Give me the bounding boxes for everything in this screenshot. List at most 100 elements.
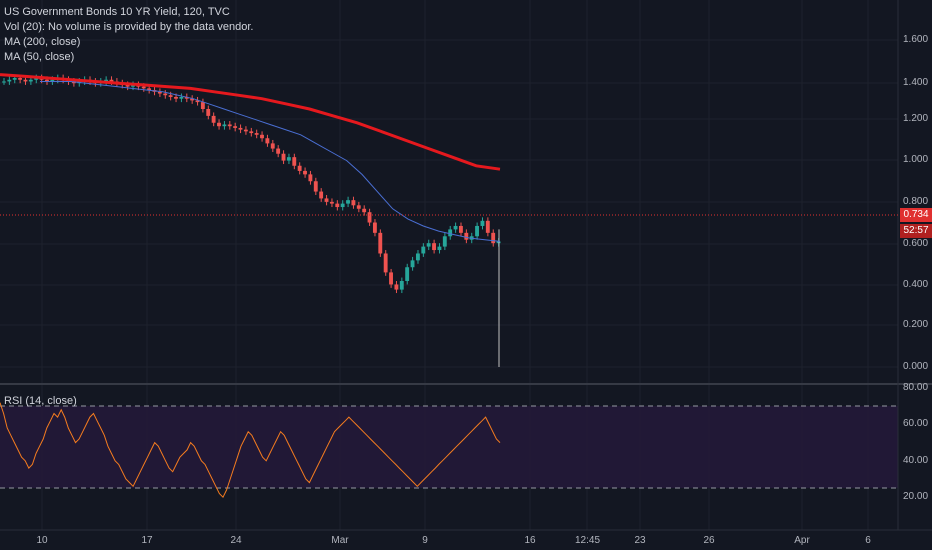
time-tick-label: Mar <box>331 535 349 546</box>
last-price-badge: 0.734 <box>900 208 932 222</box>
candle-body <box>426 243 431 247</box>
candle-body <box>383 253 388 273</box>
candle-body <box>389 272 393 285</box>
rsi-legend[interactable]: RSI (14, close) <box>4 395 77 407</box>
price-tick-label: 1.400 <box>903 77 929 88</box>
candle-body <box>335 203 340 208</box>
ma50-legend[interactable]: MA (50, close) <box>4 51 75 63</box>
time-tick-label: Apr <box>794 535 810 546</box>
price-tick-label: 0.600 <box>903 238 929 249</box>
candle-body <box>238 127 243 130</box>
candle-body <box>281 153 286 161</box>
candle-body <box>362 208 367 213</box>
candle-body <box>324 198 329 202</box>
candle-body <box>249 131 254 134</box>
candle-series <box>2 74 501 367</box>
volume-legend[interactable]: Vol (20): No volume is provided by the d… <box>4 21 254 33</box>
candle-body <box>141 86 146 89</box>
candle-body <box>458 225 463 233</box>
candle-body <box>125 84 130 87</box>
candle-body <box>7 79 12 82</box>
ma200-legend[interactable]: MA (200, close) <box>4 36 81 48</box>
time-tick-label: 12:45 <box>575 535 601 546</box>
legend: US Government Bonds 10 YR Yield, 120, TV… <box>4 5 253 65</box>
candle-body <box>184 96 189 99</box>
candle-body <box>340 203 345 208</box>
countdown-badge: 52:57 <box>900 224 932 238</box>
time-tick-label: 10 <box>36 535 48 546</box>
price-tick-label: 1.200 <box>903 113 929 124</box>
candle-body <box>131 84 135 87</box>
rsi-legend-wrap: RSI (14, close) <box>4 394 77 409</box>
rsi-tick-label: 60.00 <box>903 418 929 430</box>
candle-body <box>206 109 211 116</box>
candle-body <box>195 100 200 103</box>
candle-body <box>168 95 173 97</box>
candle-body <box>2 81 6 83</box>
candle-body <box>45 79 49 82</box>
candle-body <box>480 220 485 226</box>
candle-body <box>410 260 415 268</box>
time-tick-label: 26 <box>703 535 715 546</box>
candle-body <box>437 246 442 251</box>
candle-body <box>222 124 227 127</box>
candle-body <box>319 191 324 199</box>
candle-body <box>227 124 232 127</box>
candle-body <box>432 243 436 251</box>
rsi-tick-label: 80.00 <box>903 382 929 393</box>
candle-body <box>23 79 28 82</box>
candle-body <box>405 267 410 281</box>
candle-body <box>475 225 479 237</box>
candle-body <box>254 133 259 135</box>
candle-body <box>485 220 490 233</box>
ma50-line <box>40 81 501 242</box>
candle-body <box>163 93 168 96</box>
candle-body <box>109 79 114 82</box>
price-tick-label: 0.000 <box>903 361 929 372</box>
ma200-line <box>0 73 501 171</box>
candle-body <box>265 138 270 144</box>
candle-body <box>394 284 399 290</box>
candle-body <box>346 200 350 204</box>
candle-body <box>313 181 318 192</box>
price-tick-label: 0.800 <box>903 196 929 207</box>
candle-body <box>243 129 248 132</box>
price-tick-label: 0.200 <box>903 319 929 330</box>
candle-body <box>399 281 404 290</box>
time-tick-label: 17 <box>141 535 153 546</box>
candle-body <box>356 205 361 209</box>
candle-body <box>200 102 205 109</box>
candle-body <box>297 165 302 171</box>
rsi-band <box>0 406 898 488</box>
time-tick-label: 9 <box>422 535 428 546</box>
time-tick-label: 6 <box>865 535 871 546</box>
candle-body <box>415 253 420 261</box>
candle-body <box>448 229 453 237</box>
candle-body <box>217 122 221 127</box>
candle-body <box>233 126 238 128</box>
candle-body <box>270 143 275 149</box>
price-tick-label: 1.000 <box>903 154 929 165</box>
candle-body <box>329 201 334 204</box>
candle-body <box>28 79 33 82</box>
candle-body <box>276 148 281 154</box>
rsi-line <box>0 402 501 499</box>
candle-body <box>174 96 178 99</box>
candle-body <box>453 225 458 230</box>
time-tick-label: 23 <box>634 535 646 546</box>
candle-body <box>157 91 162 94</box>
rsi-tick-label: 40.00 <box>903 454 929 466</box>
candle-body <box>50 79 55 82</box>
candle-body <box>260 134 264 139</box>
candle-body <box>303 170 307 175</box>
price-tick-label: 1.600 <box>903 34 929 45</box>
candle-body <box>372 222 377 233</box>
candle-body <box>286 157 291 161</box>
candle-body <box>421 246 426 254</box>
candle-body <box>147 88 152 91</box>
chart-title[interactable]: US Government Bonds 10 YR Yield, 120, TV… <box>4 6 230 18</box>
candle-body <box>190 98 195 101</box>
candle-body <box>292 157 297 166</box>
time-tick-label: 16 <box>524 535 536 546</box>
